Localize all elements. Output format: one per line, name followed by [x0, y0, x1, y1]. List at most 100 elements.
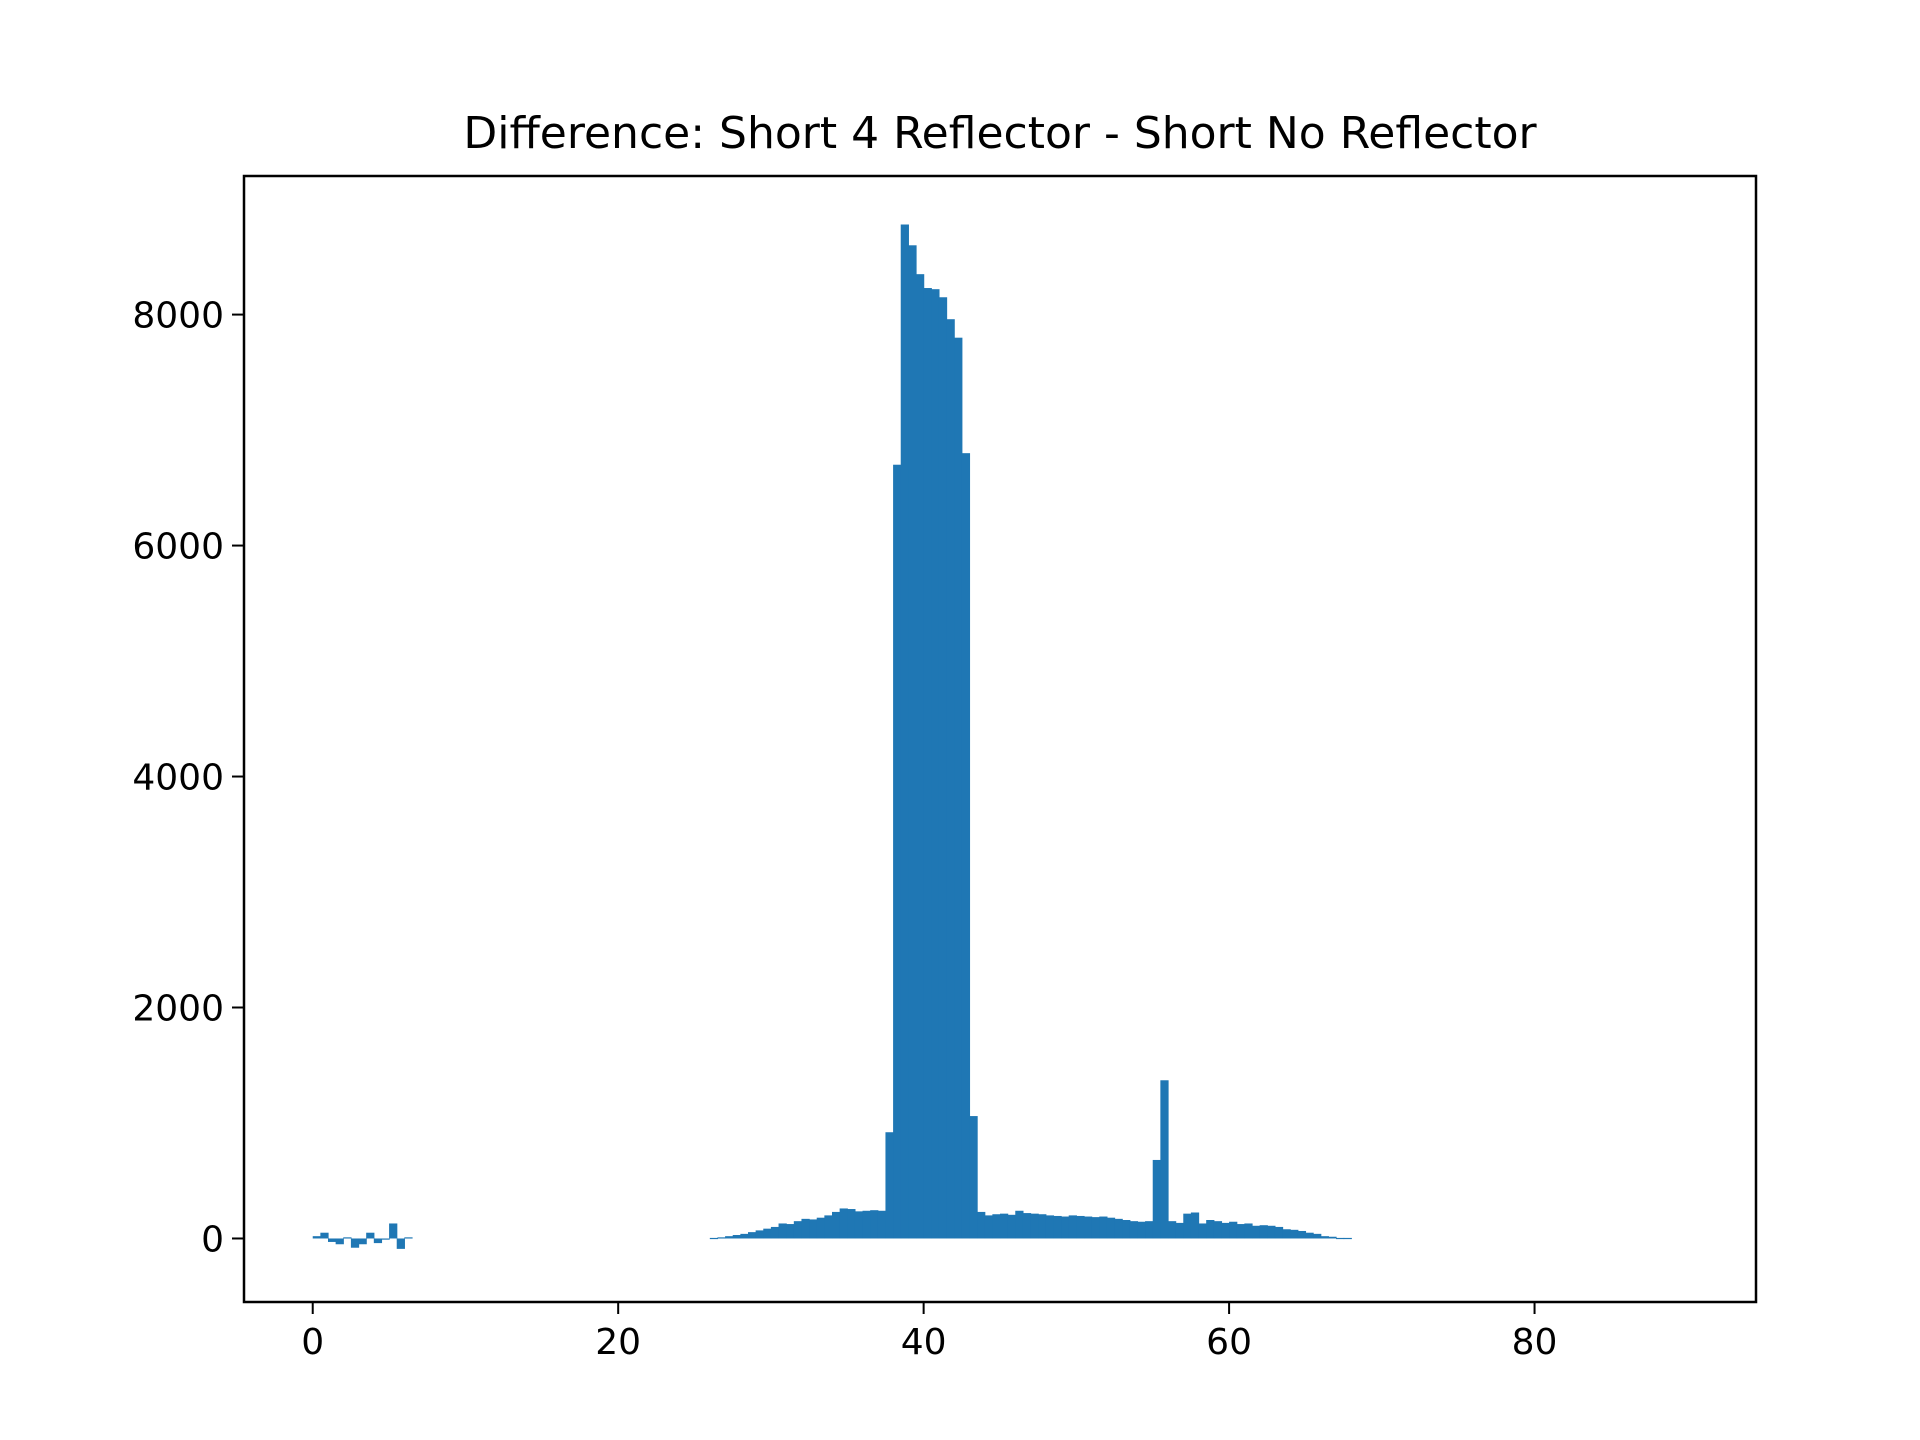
- bar: [1106, 1217, 1116, 1239]
- bar: [961, 453, 971, 1239]
- bar: [748, 1232, 757, 1239]
- bar: [1221, 1222, 1230, 1239]
- bar: [916, 274, 925, 1239]
- bar: [320, 1232, 329, 1239]
- bar: [984, 1215, 993, 1239]
- x-tick-label: 0: [301, 1322, 324, 1363]
- bar: [931, 289, 940, 1239]
- bar: [1305, 1232, 1314, 1239]
- bar: [1297, 1230, 1307, 1239]
- bar: [832, 1211, 841, 1239]
- bar: [992, 1214, 1001, 1239]
- bar: [732, 1235, 741, 1239]
- bar: [1213, 1221, 1223, 1239]
- bar: [725, 1236, 734, 1239]
- y-tick-label: 2000: [132, 989, 224, 1030]
- bar: [923, 288, 932, 1239]
- bar: [946, 319, 955, 1239]
- bar: [1183, 1213, 1192, 1239]
- bar: [1007, 1214, 1016, 1239]
- x-axis: 0 20 40 60 80: [301, 1302, 1557, 1363]
- bar: [1274, 1226, 1284, 1239]
- bar: [396, 1238, 405, 1249]
- bar: [1259, 1225, 1268, 1239]
- bar: [1252, 1225, 1261, 1239]
- bar: [763, 1228, 772, 1239]
- bar: [847, 1209, 856, 1239]
- bar: [1000, 1213, 1009, 1239]
- bar: [1160, 1080, 1169, 1239]
- bar: [1244, 1223, 1253, 1239]
- bar: [1068, 1215, 1077, 1239]
- y-tick-label: 6000: [132, 527, 224, 568]
- y-tick-label: 4000: [132, 758, 224, 799]
- bar: [1229, 1221, 1238, 1239]
- bar: [908, 245, 917, 1239]
- x-tick-label: 80: [1512, 1322, 1558, 1363]
- x-tick-label: 60: [1206, 1322, 1252, 1363]
- bar: [1137, 1221, 1146, 1239]
- bar: [1282, 1229, 1291, 1239]
- bar: [1022, 1213, 1032, 1239]
- bar: [381, 1238, 390, 1240]
- bar: [1206, 1220, 1215, 1239]
- bar: [717, 1237, 726, 1239]
- bar: [1190, 1212, 1200, 1239]
- x-tick-label: 40: [901, 1322, 947, 1363]
- bar: [1290, 1229, 1299, 1239]
- bar: [893, 464, 902, 1239]
- bar: [770, 1226, 780, 1239]
- bar: [1336, 1237, 1345, 1240]
- bar: [839, 1208, 848, 1239]
- bar: [977, 1211, 986, 1239]
- bar: [1099, 1216, 1108, 1239]
- bar: [824, 1215, 833, 1239]
- bar: [328, 1238, 337, 1242]
- x-tick-label: 20: [595, 1322, 641, 1363]
- bar: [1175, 1222, 1184, 1239]
- y-tick-label: 0: [201, 1219, 224, 1260]
- bar: [1015, 1210, 1024, 1239]
- bar: [1045, 1215, 1055, 1239]
- bar: [1168, 1221, 1177, 1239]
- bar: [373, 1238, 383, 1244]
- bar: [1114, 1218, 1123, 1239]
- bar: [900, 224, 909, 1239]
- bar: [809, 1219, 818, 1239]
- bar: [1076, 1215, 1085, 1239]
- bar-series: [312, 224, 1352, 1249]
- bar: [366, 1232, 375, 1239]
- bar: [786, 1224, 795, 1239]
- bar: [1343, 1237, 1352, 1240]
- bar: [1129, 1221, 1139, 1239]
- bar: [954, 337, 963, 1239]
- y-axis: 0 2000 4000 6000 8000: [132, 296, 244, 1260]
- bar: [885, 1132, 894, 1239]
- bar: [793, 1221, 803, 1239]
- bar: [1122, 1220, 1131, 1239]
- bar: [404, 1237, 413, 1239]
- bar: [740, 1233, 749, 1239]
- bar: [1320, 1236, 1329, 1239]
- chart-title: Difference: Short 4 Reflector - Short No…: [463, 108, 1537, 159]
- bar: [1236, 1224, 1245, 1239]
- bar: [870, 1210, 879, 1239]
- bar: [1053, 1215, 1062, 1239]
- plot-frame: [242, 174, 1758, 1304]
- bar: [1030, 1213, 1039, 1239]
- bar: [1152, 1159, 1161, 1239]
- bar: [1267, 1225, 1276, 1239]
- bar: [877, 1210, 887, 1239]
- bar: [312, 1236, 321, 1239]
- bar: [1313, 1233, 1322, 1239]
- bar: [755, 1230, 764, 1239]
- bar: [969, 1116, 978, 1239]
- bar: [778, 1223, 787, 1239]
- bar: [709, 1237, 719, 1240]
- bar: [343, 1237, 352, 1239]
- bar: [1061, 1216, 1070, 1239]
- bar: [1038, 1214, 1047, 1239]
- bar: [1091, 1217, 1100, 1239]
- bar: [938, 297, 948, 1239]
